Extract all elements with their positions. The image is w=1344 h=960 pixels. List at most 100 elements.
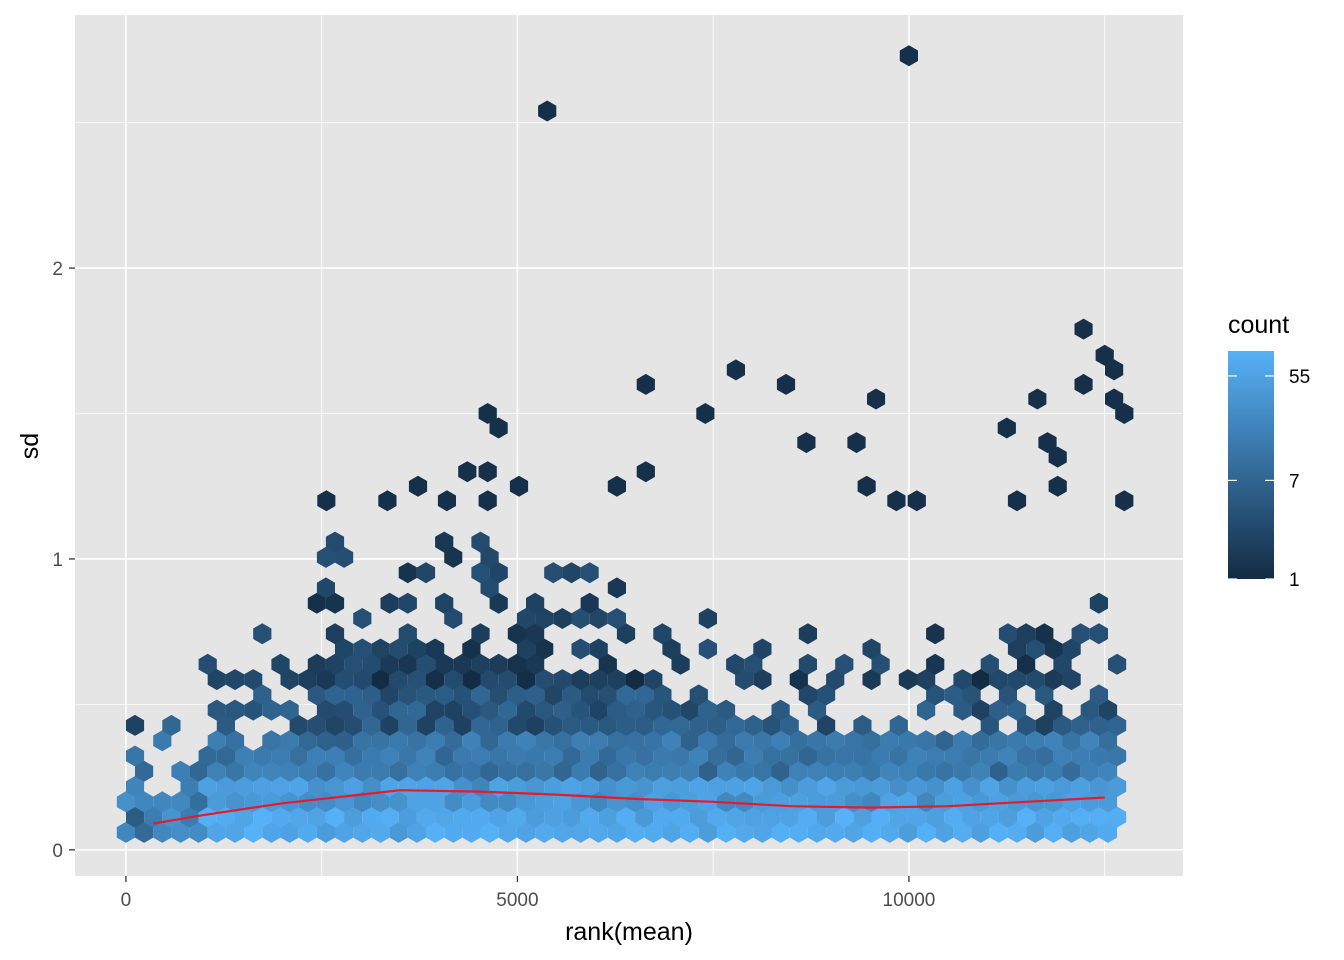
hex-bin bbox=[744, 745, 763, 767]
hex-bin bbox=[871, 745, 890, 767]
hex-bin bbox=[153, 791, 172, 813]
hex-bin bbox=[835, 776, 854, 797]
hex-bin bbox=[707, 714, 727, 736]
hex-bin bbox=[407, 669, 426, 691]
x-tick-label: 5000 bbox=[496, 890, 538, 911]
hex-bin bbox=[298, 730, 317, 752]
hex-bin bbox=[926, 745, 945, 767]
hex-bin bbox=[544, 806, 563, 828]
hex-bin-outlier bbox=[1115, 490, 1134, 512]
hex-bin bbox=[1053, 745, 1072, 767]
hex-bin bbox=[989, 699, 1008, 721]
hex-bin bbox=[280, 669, 299, 691]
hex-bin bbox=[371, 669, 390, 691]
hex-bin bbox=[462, 730, 481, 752]
hex-bin bbox=[580, 776, 599, 797]
hex-bin bbox=[862, 669, 881, 691]
hex-bin bbox=[1062, 760, 1081, 782]
hex-bin bbox=[198, 806, 217, 828]
hex-bin bbox=[871, 653, 890, 675]
hex-bin bbox=[580, 592, 599, 614]
hex-bin-outlier bbox=[636, 373, 655, 395]
hex-bin bbox=[707, 745, 727, 767]
hex-bin-outlier bbox=[997, 417, 1016, 439]
hex-bin bbox=[862, 730, 881, 752]
hex-bin bbox=[1017, 714, 1036, 736]
hex-bin bbox=[571, 608, 590, 629]
hex-bin bbox=[553, 730, 572, 752]
hex-bin bbox=[562, 562, 581, 584]
hex-bin bbox=[371, 699, 390, 721]
hex-bin-outlier bbox=[867, 388, 886, 410]
hex-bin bbox=[798, 806, 817, 828]
hex-bin bbox=[453, 653, 472, 675]
hex-bin bbox=[516, 699, 536, 721]
hex-bin-outlier bbox=[607, 475, 626, 497]
hex-bin bbox=[535, 791, 554, 813]
hex-bin bbox=[1089, 806, 1108, 828]
hex-bin bbox=[889, 714, 908, 736]
hex-bin bbox=[535, 760, 554, 782]
hex-bin bbox=[971, 821, 990, 843]
hex-bin bbox=[453, 745, 472, 767]
hex-bin bbox=[944, 776, 963, 797]
hex-bin bbox=[589, 669, 608, 691]
hex-bin bbox=[407, 791, 426, 813]
hex-bin bbox=[207, 669, 226, 691]
hex-bin bbox=[280, 760, 299, 782]
hex-bin bbox=[1007, 760, 1027, 782]
hex-bin bbox=[498, 730, 517, 752]
hex-bin bbox=[598, 745, 617, 767]
hex-bin-outlier bbox=[437, 490, 456, 512]
hex-bin-outlier bbox=[887, 490, 906, 512]
hex-bin bbox=[353, 638, 372, 660]
hex-bin bbox=[344, 806, 363, 828]
hex-bin bbox=[807, 760, 827, 782]
hex-bin bbox=[353, 760, 372, 782]
hex-bin bbox=[480, 699, 499, 721]
hex-bin bbox=[389, 669, 408, 691]
hex-bin bbox=[907, 745, 927, 767]
hex-bin bbox=[1062, 730, 1081, 752]
hex-bin bbox=[462, 760, 481, 782]
hex-bin bbox=[262, 730, 281, 752]
hex-bin bbox=[671, 806, 690, 828]
hex-bin bbox=[180, 776, 199, 797]
hex-bin bbox=[171, 760, 190, 782]
hex-bin bbox=[389, 791, 408, 813]
hex-bin bbox=[1044, 821, 1063, 843]
hex-bin bbox=[1089, 776, 1108, 797]
hex-bin bbox=[571, 699, 590, 721]
hex-bin bbox=[380, 745, 399, 767]
hex-bin bbox=[225, 821, 245, 843]
hex-bin bbox=[671, 653, 690, 675]
hex-bin bbox=[344, 653, 363, 675]
hex-bin bbox=[398, 653, 417, 675]
hex-bin bbox=[244, 699, 263, 721]
hex-bin bbox=[817, 745, 836, 767]
hex-bin bbox=[362, 776, 381, 797]
hex-bin bbox=[853, 714, 872, 736]
hex-bin bbox=[1017, 623, 1036, 645]
hex-bin bbox=[889, 776, 908, 797]
hex-bin bbox=[698, 608, 717, 629]
hex-bin bbox=[653, 623, 672, 645]
hex-bin bbox=[353, 730, 372, 752]
hex-bin bbox=[616, 806, 636, 828]
hex-bin bbox=[489, 592, 508, 614]
hex-bin bbox=[644, 791, 663, 813]
hex-bin bbox=[698, 638, 717, 660]
hex-bin bbox=[316, 730, 335, 752]
hex-bin bbox=[535, 669, 554, 691]
hex-bin bbox=[771, 730, 790, 752]
hex-bin bbox=[371, 821, 390, 843]
hex-bin bbox=[526, 592, 545, 614]
hex-bin bbox=[762, 776, 781, 797]
hex-bin bbox=[989, 760, 1008, 782]
y-tick-label: 1 bbox=[52, 550, 63, 571]
hex-bin bbox=[817, 684, 836, 706]
hex-bin-outlier bbox=[478, 403, 497, 424]
hex-bin bbox=[216, 745, 235, 767]
hex-bin bbox=[480, 546, 499, 568]
hex-bin bbox=[253, 806, 272, 828]
